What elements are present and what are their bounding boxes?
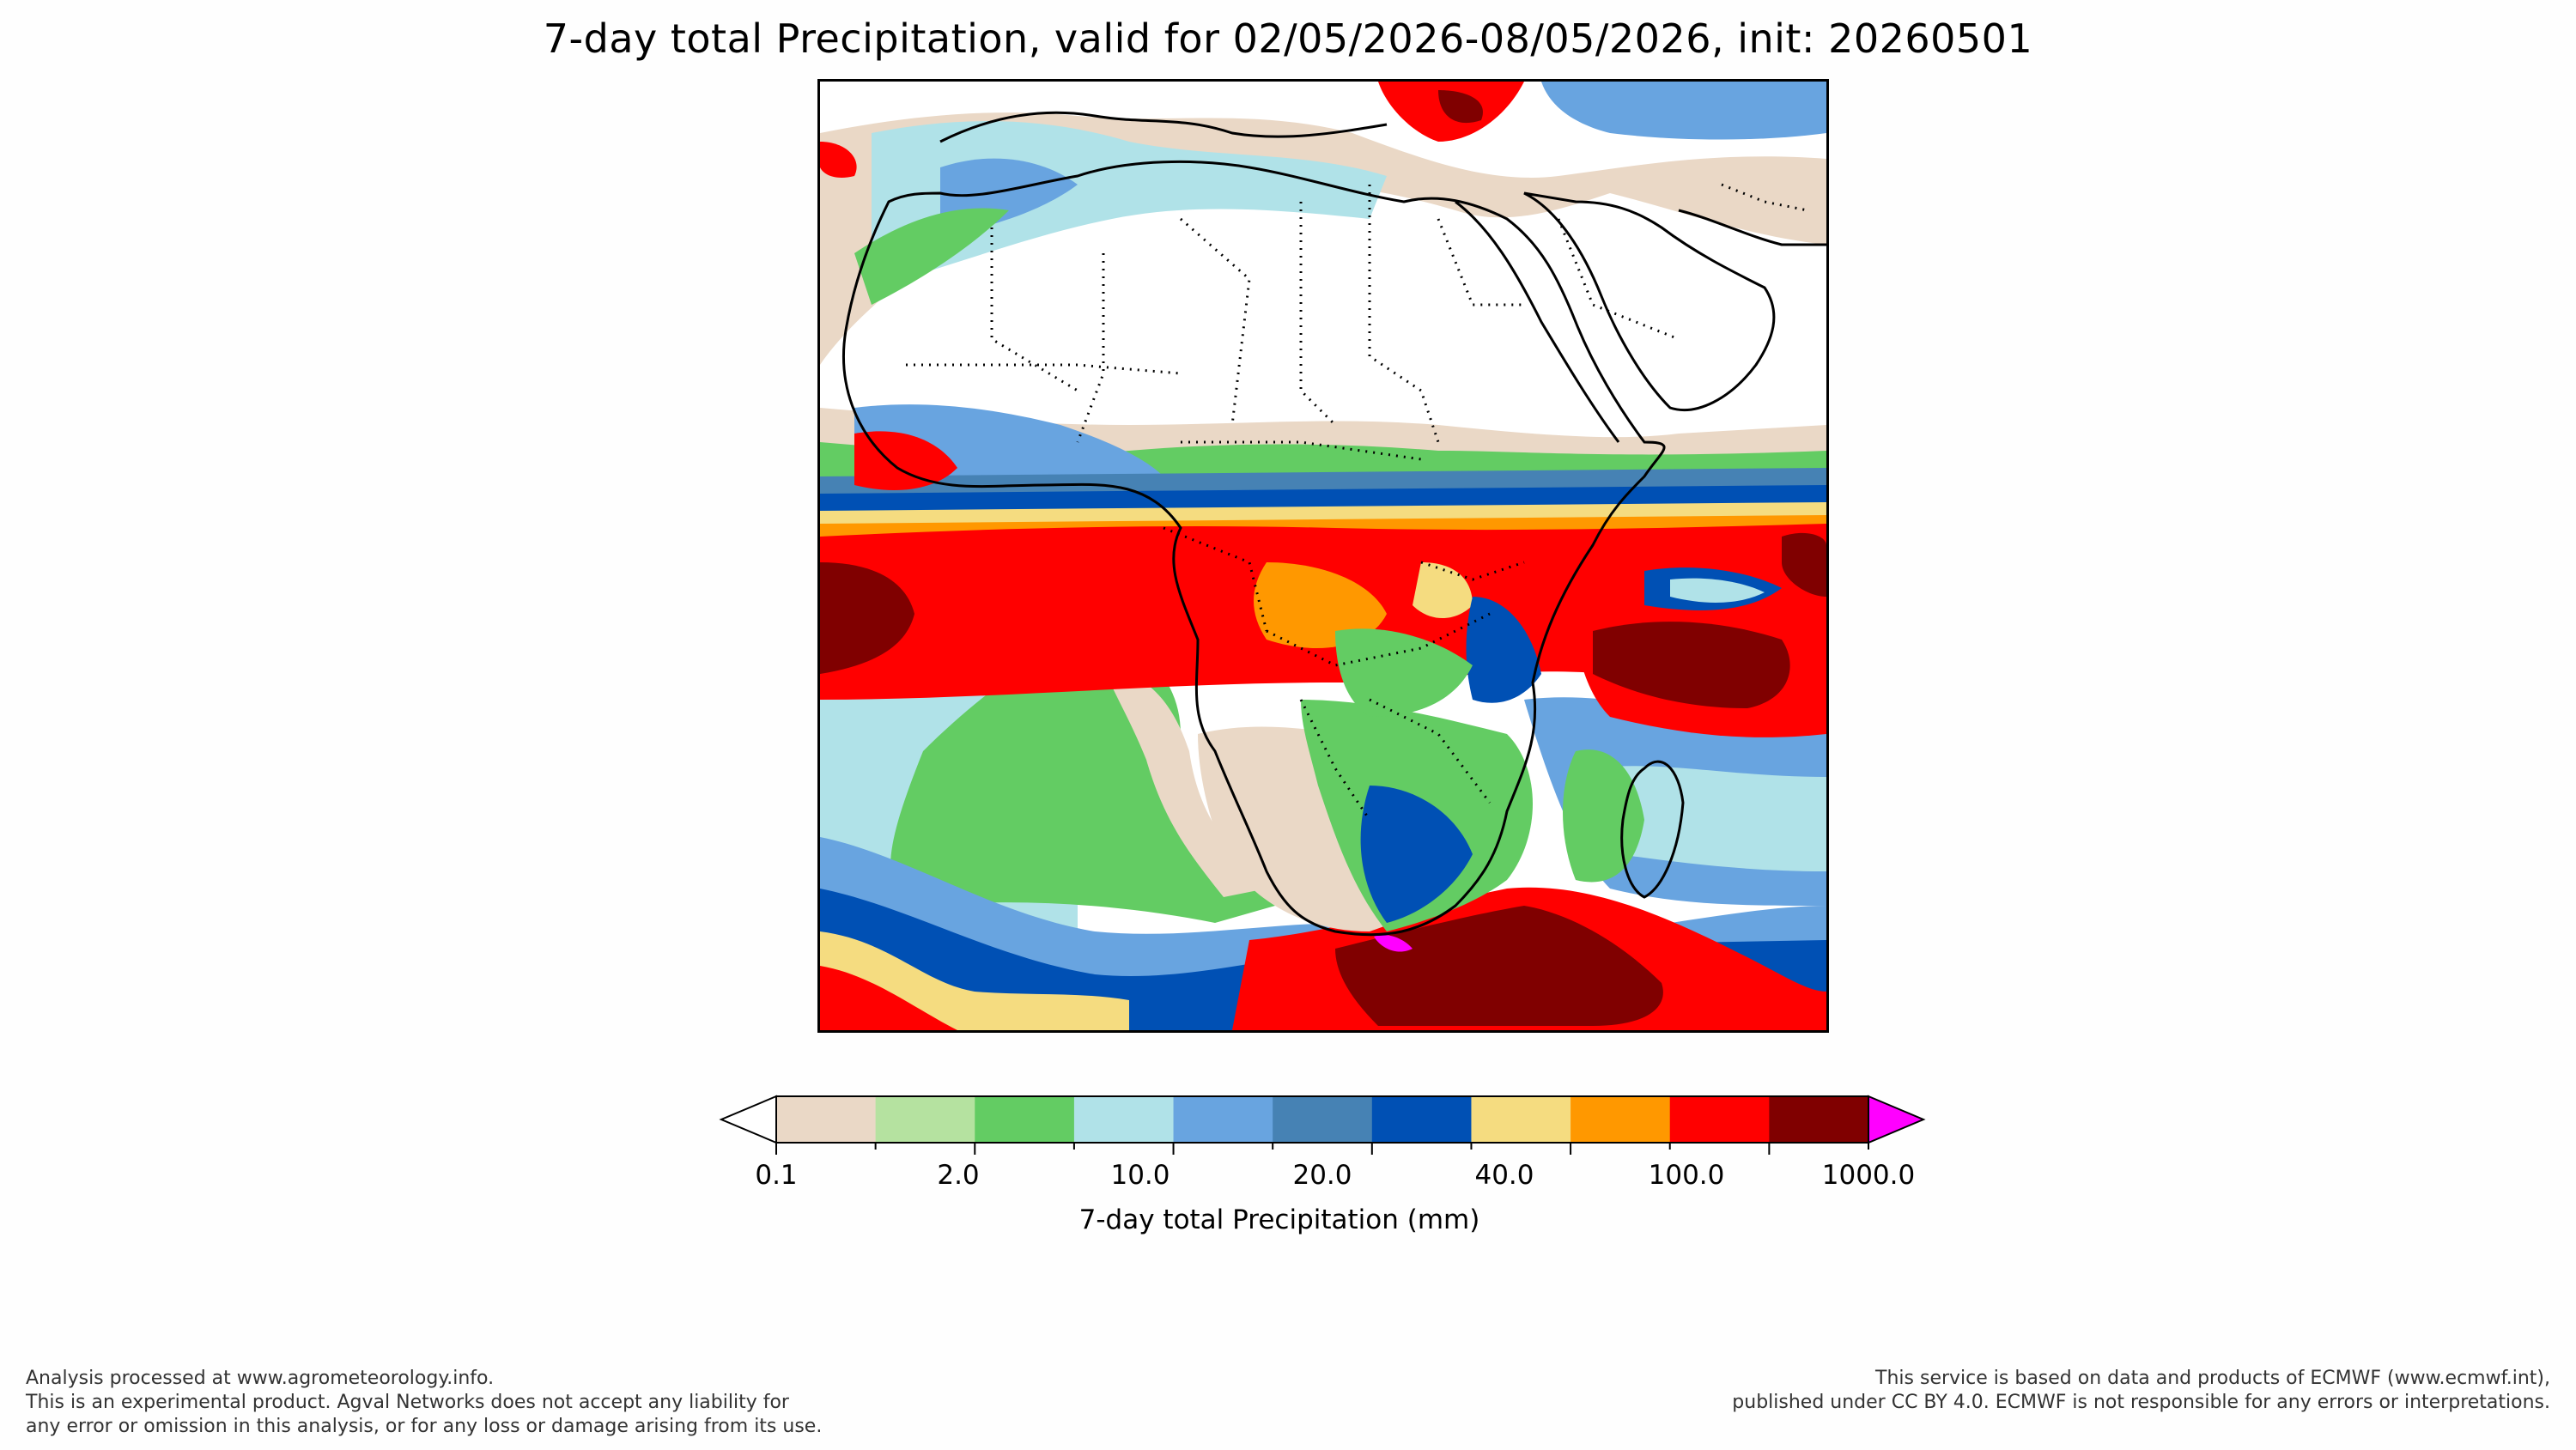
footer-line: any error or omission in this analysis, … xyxy=(26,1416,823,1437)
colorbar-extend-low xyxy=(719,1095,777,1144)
border-line xyxy=(906,363,1182,375)
precip-zone-congo-yellow xyxy=(1413,562,1473,618)
colorbar-bin xyxy=(1173,1096,1273,1143)
africa-coastline xyxy=(842,160,1666,937)
colorbar-bin xyxy=(776,1096,877,1143)
colorbar-tick-label: 40.0 xyxy=(1474,1160,1534,1191)
colorbar-title: 7-day total Precipitation (mm) xyxy=(1078,1204,1480,1235)
precip-zone-atlantic-darkred xyxy=(820,562,914,674)
precip-zone-indian-ocean-lightblue-streak xyxy=(1670,578,1765,603)
colorbar-bin xyxy=(1669,1096,1770,1143)
chart-title: 7-day total Precipitation, valid for 02/… xyxy=(543,15,2033,62)
country-borders xyxy=(906,183,1808,821)
colorbar-tick-label: 100.0 xyxy=(1648,1160,1725,1191)
colorbar-bin xyxy=(1571,1096,1671,1143)
border-line xyxy=(990,228,1078,392)
footer-line: This is an experimental product. Agval N… xyxy=(26,1392,789,1413)
footer-line: This service is based on data and produc… xyxy=(1875,1368,2550,1389)
precip-zone-gulf-red xyxy=(854,431,957,490)
precip-zone-indian-ocean-darkred xyxy=(1593,622,1790,708)
colorbar-tick-label: 10.0 xyxy=(1110,1160,1170,1191)
precip-zone-east-africa-green xyxy=(1335,628,1473,717)
precip-zone-madagascar-green xyxy=(1563,749,1644,883)
colorbar-outline xyxy=(775,1095,1869,1144)
colorbar-bin xyxy=(975,1096,1075,1143)
colorbar-bin xyxy=(1371,1096,1472,1143)
precip-zone-south-africa-blue xyxy=(1360,786,1473,923)
persian-gulf-coastline xyxy=(1678,209,1826,246)
colorbar-extend-high xyxy=(1868,1095,1926,1144)
colorbar-tick-label: 2.0 xyxy=(937,1160,980,1191)
colorbar-bin xyxy=(1769,1096,1869,1143)
border-line xyxy=(1420,561,1525,581)
footer-line: Analysis processed at www.agrometeorolog… xyxy=(26,1368,495,1389)
precipitation-map-canvas xyxy=(820,82,1826,1030)
europe-coastline xyxy=(939,111,1388,143)
colorbar-bins xyxy=(776,1096,1869,1143)
precip-zone-arabia-white xyxy=(1524,216,1826,442)
precip-zone-congo-orange xyxy=(1254,562,1387,648)
precip-zone-west-edge-red xyxy=(820,142,857,178)
colorbar-tick-label: 1000.0 xyxy=(1821,1160,1916,1191)
border-line xyxy=(1163,526,1268,632)
precip-zone-north-africa-white xyxy=(872,218,1576,485)
arabia-coastline xyxy=(1523,191,1776,412)
precip-zone-south-africa-magenta xyxy=(1374,934,1413,952)
colorbar-ticks xyxy=(775,1143,1869,1155)
colorbar-bin xyxy=(1471,1096,1571,1143)
precip-zone-indian-ocean-east-darkred xyxy=(1782,532,1826,597)
footer-attribution-right: This service is based on data and produc… xyxy=(1732,1367,2550,1415)
precip-zone-southern-ocean-red-west xyxy=(820,966,957,1030)
colorbar-bin xyxy=(1273,1096,1373,1143)
precip-zone-nw-africa-green xyxy=(854,208,1009,305)
footer-line: published under CC BY 4.0. ECMWF is not … xyxy=(1732,1392,2550,1413)
footer-disclaimer-left: Analysis processed at www.agrometeorolog… xyxy=(26,1367,822,1439)
red-sea-coastline xyxy=(1455,200,1620,443)
border-line xyxy=(1299,202,1337,427)
colorbar-tick-label: 0.1 xyxy=(755,1160,798,1191)
madagascar-coastline xyxy=(1620,760,1685,899)
precip-zone-caucasus-blue xyxy=(1541,82,1826,140)
precip-zone-southern-ocean-darkred xyxy=(1335,906,1663,1026)
precip-zone-turkey-darkred xyxy=(1438,90,1483,124)
border-line xyxy=(1076,253,1105,443)
precipitation-map xyxy=(817,79,1829,1033)
colorbar-bin xyxy=(1073,1096,1175,1143)
border-line xyxy=(1181,440,1422,461)
precip-zone-namib-trace xyxy=(1103,665,1267,897)
precip-zone-indian-ocean-lightblue xyxy=(1593,766,1826,871)
colorbar-tick-label: 20.0 xyxy=(1292,1160,1352,1191)
border-line xyxy=(1368,185,1440,443)
precip-zone-sw-atlantic-green xyxy=(890,631,1275,923)
colorbar-bin xyxy=(875,1096,975,1143)
precip-zone-east-africa-blue xyxy=(1466,597,1541,703)
